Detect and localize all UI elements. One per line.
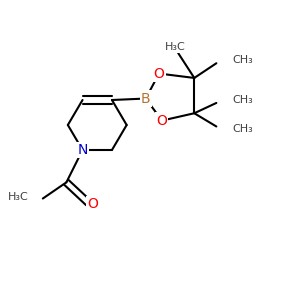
Text: CH₃: CH₃ bbox=[232, 55, 253, 65]
Text: H₃C: H₃C bbox=[8, 192, 28, 202]
Text: O: O bbox=[154, 67, 164, 80]
Text: B: B bbox=[141, 92, 151, 106]
Text: O: O bbox=[87, 197, 98, 212]
Text: CH₃: CH₃ bbox=[232, 95, 253, 105]
Text: H₃C: H₃C bbox=[165, 42, 186, 52]
Text: N: N bbox=[77, 143, 88, 157]
Text: CH₃: CH₃ bbox=[232, 124, 253, 134]
Text: O: O bbox=[157, 114, 167, 128]
